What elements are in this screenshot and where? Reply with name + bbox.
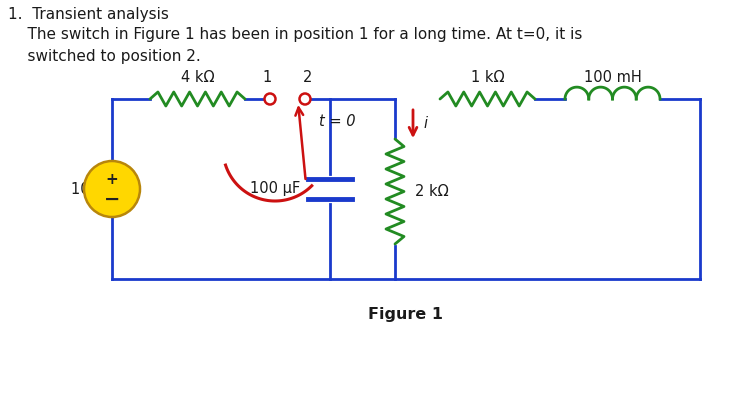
Text: 1 kΩ: 1 kΩ [471,70,504,85]
Text: −: − [104,189,120,209]
Text: 100 μF: 100 μF [250,182,300,196]
Text: +: + [106,173,119,187]
Text: 1.  Transient analysis: 1. Transient analysis [8,7,169,22]
Text: switched to position 2.: switched to position 2. [8,49,201,64]
Text: Figure 1: Figure 1 [368,306,443,321]
Circle shape [84,161,140,217]
Text: 2: 2 [304,70,313,85]
Text: t = 0: t = 0 [319,114,356,128]
Text: The switch in Figure 1 has been in position 1 for a long time. At t=0, it is: The switch in Figure 1 has been in posit… [8,27,582,42]
Circle shape [264,94,276,105]
Text: 100 mH: 100 mH [584,70,642,85]
Text: i: i [423,117,427,132]
Circle shape [300,94,310,105]
Text: 2 kΩ: 2 kΩ [415,184,448,199]
Text: 1: 1 [263,70,272,85]
Text: 10 V: 10 V [71,182,104,196]
Text: 4 kΩ: 4 kΩ [180,70,214,85]
